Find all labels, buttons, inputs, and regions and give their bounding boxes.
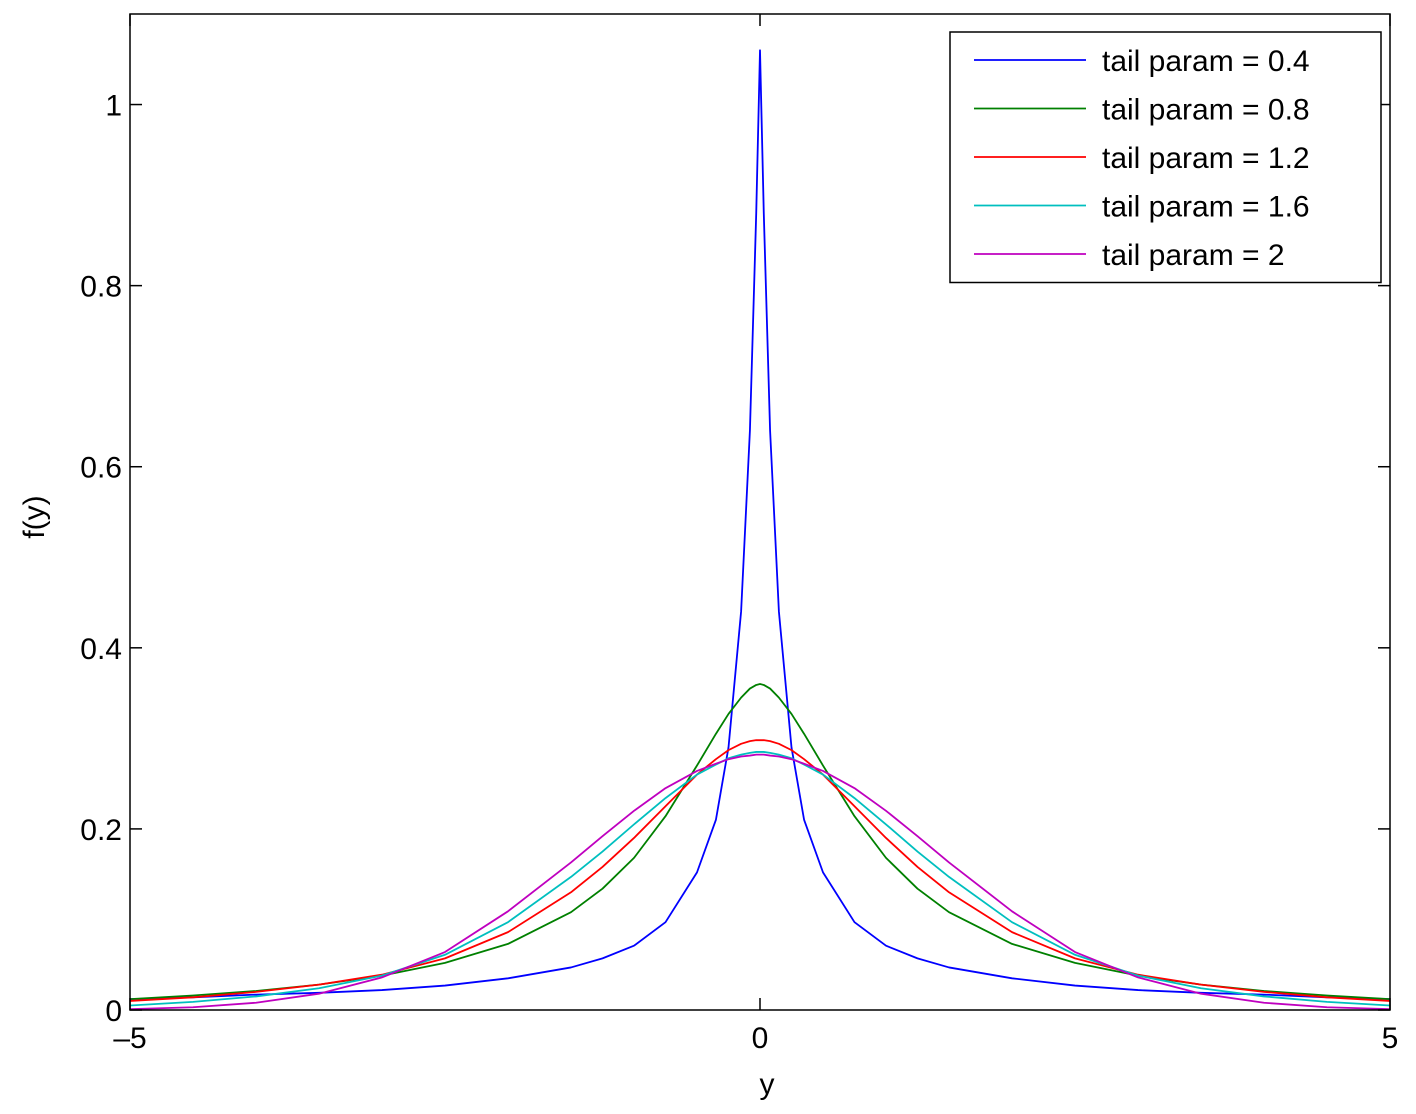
series-layer <box>129 49 1391 1010</box>
x-tick-label: 5 <box>1382 1022 1399 1055</box>
series-line-1 <box>129 49 1391 1001</box>
series-line-3 <box>129 739 1391 1002</box>
x-tick-label: 0 <box>752 1022 769 1055</box>
legend-label-3: tail param = 1.2 <box>1102 142 1310 175</box>
legend-label-4: tail param = 1.6 <box>1102 191 1310 224</box>
legend-label-2: tail param = 0.8 <box>1102 94 1310 127</box>
legend-label-1: tail param = 0.4 <box>1102 45 1310 78</box>
legend-label-5: tail param = 2 <box>1102 239 1285 272</box>
series-line-5 <box>129 753 1391 1010</box>
y-tick-label: 0.4 <box>80 633 122 666</box>
x-tick-label: –5 <box>113 1022 146 1055</box>
y-axis-label: f(y) <box>18 495 51 538</box>
x-axis-label: y <box>760 1068 775 1101</box>
y-tick-label: 0 <box>105 995 122 1028</box>
series-line-2 <box>129 683 1391 1001</box>
y-tick-label: 1 <box>105 90 122 123</box>
series-line-4 <box>129 751 1391 1007</box>
ticks-layer: –5 0 500.20.40.60.81 <box>80 14 1398 1055</box>
y-tick-label: 0.8 <box>80 271 122 304</box>
legend: tail param = 0.4 tail param = 0.8 tail par… <box>949 31 1382 284</box>
y-tick-label: 0.2 <box>80 814 122 847</box>
y-tick-label: 0.6 <box>80 452 122 485</box>
